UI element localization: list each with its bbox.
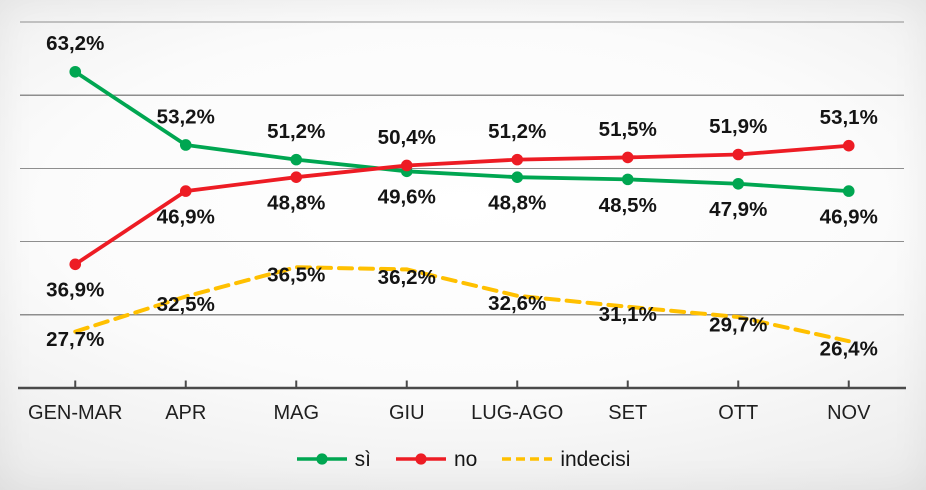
data-label-indecisi: 27,7% <box>46 328 104 351</box>
data-point-marker-no <box>732 148 745 161</box>
data-label-sì: 63,2% <box>46 32 104 55</box>
data-point-marker-sì <box>179 139 192 151</box>
series-line-indecisi <box>73 265 851 344</box>
legend-marker-sì <box>316 453 328 465</box>
data-label-indecisi: 32,5% <box>157 293 215 316</box>
data-label-indecisi: 36,2% <box>378 266 436 289</box>
data-label-no: 51,9% <box>709 115 767 138</box>
data-label-no: 50,4% <box>378 126 436 149</box>
data-label-sì: 47,9% <box>709 198 767 221</box>
data-point-marker-no <box>290 171 303 183</box>
data-point-marker-sì <box>842 185 855 197</box>
data-point-marker-no <box>179 185 192 197</box>
x-axis-label: LUG-AGO <box>471 402 563 424</box>
data-label-no: 53,1% <box>820 106 878 129</box>
data-point-marker-sì <box>511 171 524 183</box>
data-label-no: 51,2% <box>488 120 546 143</box>
data-label-indecisi: 32,6% <box>488 292 546 315</box>
data-label-sì: 53,2% <box>157 105 215 128</box>
legend-label-no: no <box>453 447 478 471</box>
legend-marker-no <box>415 453 427 465</box>
legend-label-sì: sì <box>354 447 371 471</box>
data-point-marker-no <box>842 139 855 152</box>
legend-label-indecisi: indecisi <box>560 447 631 471</box>
data-label-indecisi: 31,1% <box>599 303 657 326</box>
legend-item-no: no <box>395 449 477 470</box>
x-axis-label: APR <box>165 402 206 424</box>
data-label-indecisi: 29,7% <box>709 313 767 336</box>
data-label-sì: 51,2% <box>267 120 325 143</box>
data-point-marker-no <box>621 151 634 164</box>
legend-swatch-no <box>395 453 446 465</box>
series-line-no <box>73 143 851 267</box>
x-axis-label: NOV <box>827 402 871 424</box>
data-point-marker-sì <box>290 153 303 166</box>
data-label-sì: 46,9% <box>820 206 878 229</box>
data-point-marker-sì <box>621 173 634 186</box>
series-line-sì <box>73 69 851 193</box>
data-label-indecisi: 36,5% <box>267 264 325 287</box>
legend-item-sì: sì <box>296 449 371 470</box>
x-axis-label: SET <box>608 402 647 424</box>
data-point-marker-no <box>69 258 82 271</box>
data-label-no: 46,9% <box>157 206 215 229</box>
legend: sì no indecisi <box>0 442 926 476</box>
data-label-no: 48,8% <box>267 192 325 215</box>
x-axis-label: GIU <box>389 402 425 424</box>
data-point-marker-no <box>511 153 524 166</box>
plot-area: 63,2% 53,2% 51,2% 49,6% 48,8% 48,5% 47,9% 46,9%… <box>18 21 906 424</box>
legend-item-indecisi: indecisi <box>501 449 630 470</box>
data-point-marker-no <box>400 159 413 172</box>
legend-swatch-sì <box>296 453 347 465</box>
data-label-sì: 49,6% <box>378 186 436 209</box>
legend-swatch-indecisi <box>502 457 553 461</box>
data-point-marker-sì <box>732 177 745 190</box>
data-point-marker-sì <box>69 65 82 78</box>
data-label-sì: 48,8% <box>488 192 546 215</box>
data-label-no: 51,5% <box>599 118 657 141</box>
x-axis-label: MAG <box>273 402 319 424</box>
data-label-indecisi: 26,4% <box>820 338 878 361</box>
x-axis-label: OTT <box>718 402 758 424</box>
x-axis-label: GEN-MAR <box>28 402 122 424</box>
data-label-no: 36,9% <box>46 279 104 302</box>
data-label-sì: 48,5% <box>599 194 657 217</box>
